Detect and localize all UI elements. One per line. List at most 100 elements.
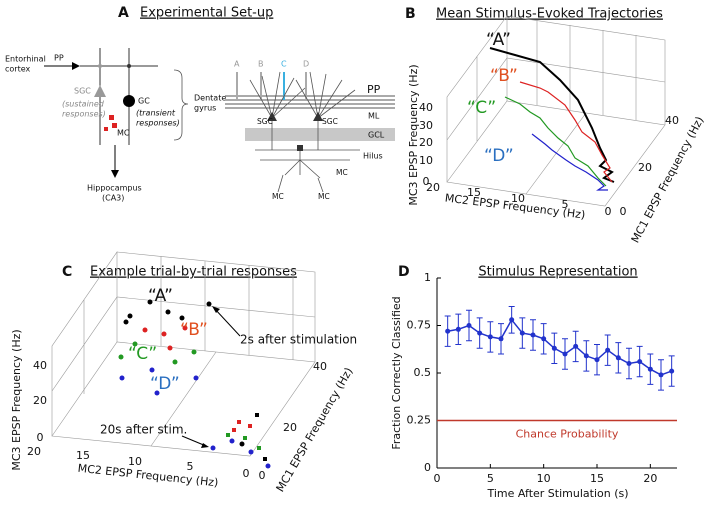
annotation: 2s after stimulation [240,333,357,347]
label: gyrus [194,104,216,113]
panel-label: C [62,264,72,280]
x-tick-label: 20 [27,445,41,458]
panel-title: Example trial-by-trial responses [90,265,297,280]
x-tick-label: 10 [537,472,551,485]
point [147,299,153,305]
series-label: “D” [484,146,514,166]
x-tick-label: 10 [128,455,142,468]
point [161,331,167,337]
y-tick-label: 40 [665,114,679,127]
y-tick-label: 1 [424,271,431,284]
label: B [258,60,264,69]
point [265,463,271,469]
mc-icon [112,123,117,128]
y-tick-label: 0.25 [407,414,432,427]
z-tick-label: 20 [33,394,47,407]
point [142,327,148,333]
series-label: “B” [490,66,518,86]
mc-icon [109,115,114,120]
point [239,441,245,447]
y-axis-label: MC1 EPSP Frequency (Hz) [629,114,707,245]
electrode [277,174,324,193]
y-tick-label: 0 [259,469,266,482]
point [179,315,185,321]
x-axis-label: Time After Stimulation (s) [486,487,628,500]
mc-icon [297,145,303,151]
z-tick-label: 0 [423,175,430,188]
panel-label: A [118,5,129,21]
point [237,420,241,424]
label: GC [138,97,150,106]
panel-d: D Stimulus Representation Time After Sti… [390,264,677,500]
y-axis-label: Fraction Correctly Classified [390,296,403,449]
label: (CA3) [102,194,124,203]
trace [504,96,607,187]
x-tick-label: 20 [643,472,657,485]
bracket [173,69,189,141]
point [263,457,267,461]
z-tick-label: 0 [37,431,44,444]
label: (sustained [62,100,105,109]
x-tick-label: 15 [76,449,90,462]
label: MC [336,168,348,177]
point [172,359,178,365]
point [154,390,160,396]
point [255,413,259,417]
synapse [127,64,131,68]
label: Hippocampus [87,184,142,193]
point [127,313,133,319]
data-point [445,328,451,334]
arrowhead [212,306,220,313]
point [243,436,247,440]
data-point [498,336,504,342]
annotation: 20s after stim. [100,423,187,437]
series-label: “A” [486,30,511,50]
y-tick-label: 40 [313,360,327,373]
data-point [637,359,643,365]
y-tick-label: 20 [283,421,297,434]
data-point [455,326,461,332]
label: PP [54,54,64,63]
y-tick-label: 0 [620,205,627,218]
data-point [477,330,483,336]
z-axis-label: MC3 EPSP Frequency (Hz) [10,329,23,470]
series-label: “C” [467,98,496,118]
arrowhead [201,443,209,448]
data-line [447,318,672,376]
chart-title: Stimulus Representation [478,265,637,280]
panel-c: C Example trial-by-trial responses “A” “… [10,251,357,494]
label: PP [367,83,381,96]
scatter-points [118,299,271,469]
arrow [181,435,207,447]
data-point [562,351,568,357]
point [119,375,125,381]
chance-label: Chance Probability [516,428,619,441]
data-point [583,353,589,359]
trace [531,133,608,191]
point [123,319,129,325]
point [248,449,254,455]
point [206,301,212,307]
data-point [594,357,600,363]
panel-title: Mean Stimulus-Evoked Trajectories [436,7,663,22]
point [193,375,199,381]
z-tick-label: 20 [419,136,433,149]
panel-b: B Mean Stimulus-Evoked Trajectories “A” … [405,6,706,245]
point [132,341,138,347]
point [182,325,188,331]
data-point [519,330,525,336]
label: D [303,60,309,69]
z-tick-label: 40 [33,359,47,372]
label: C [281,60,287,69]
series-label: “A” [148,286,173,306]
data-point [615,355,621,361]
axons [255,121,360,179]
gcl-band [245,128,395,141]
series-label: “B” [180,320,208,340]
x-tick-label: 5 [487,472,494,485]
label: ML [368,112,380,121]
x-tick-label: 20 [426,181,440,194]
dendrites [249,71,356,119]
data-point [551,345,557,351]
